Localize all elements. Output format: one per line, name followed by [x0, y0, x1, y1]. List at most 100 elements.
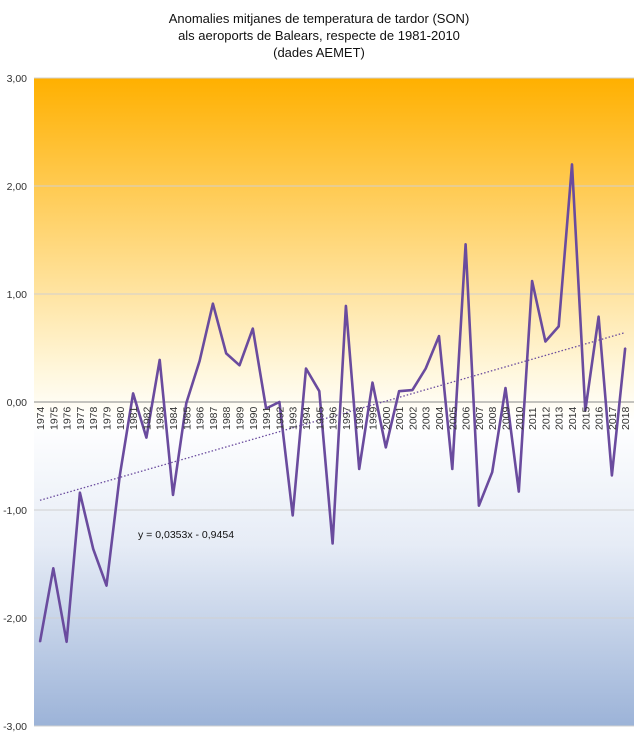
x-tick-label: 2016	[594, 406, 606, 430]
x-tick-label: 1980	[115, 406, 127, 430]
x-tick-label: 1987	[208, 406, 220, 430]
data-point	[331, 542, 334, 545]
x-tick-label: 1979	[102, 406, 114, 430]
y-tick-label: -3,00	[3, 721, 27, 733]
data-point	[385, 446, 387, 449]
y-axis-tick-labels: -3,00 -2,00 -1,00 0,00 1,00 2,00 3,00	[3, 73, 27, 733]
x-tick-label: 2006	[461, 406, 473, 430]
data-point	[105, 584, 108, 587]
data-point	[238, 364, 241, 367]
data-point	[571, 163, 573, 166]
data-point	[318, 390, 321, 393]
x-tick-label: 2007	[474, 406, 486, 430]
y-tick-label: 0,00	[7, 397, 28, 409]
x-tick-label: 1983	[155, 406, 167, 430]
x-tick-label: 1984	[168, 406, 180, 430]
x-tick-label: 2002	[407, 406, 419, 430]
data-point	[145, 436, 148, 439]
x-tick-label: 1999	[368, 406, 380, 430]
data-point	[92, 548, 94, 550]
x-axis-tick-labels: 1974 1975 1976 1977 1978 1979 1980 1981 1982 1983…	[35, 406, 632, 430]
data-point	[119, 474, 121, 477]
data-point	[79, 491, 81, 494]
data-point	[39, 640, 41, 643]
data-point	[624, 347, 626, 349]
x-tick-label: 1993	[288, 406, 300, 430]
data-point	[584, 409, 587, 412]
x-tick-label: 2005	[447, 406, 459, 430]
data-point	[265, 407, 267, 410]
data-point	[611, 474, 613, 477]
y-tick-label: 1,00	[7, 289, 28, 301]
x-tick-label: 1976	[62, 406, 74, 430]
data-point	[464, 243, 467, 246]
y-tick-label: 2,00	[7, 181, 28, 193]
x-tick-label: 2017	[607, 406, 619, 430]
x-tick-label: 2003	[421, 406, 433, 430]
x-tick-label: 2015	[580, 406, 592, 430]
data-point	[225, 352, 227, 355]
data-point	[411, 389, 414, 391]
x-tick-label: 1977	[75, 406, 87, 430]
x-tick-label: 1982	[141, 406, 153, 430]
data-point	[491, 471, 494, 474]
x-tick-label: 2012	[540, 406, 552, 430]
x-tick-label: 1997	[341, 406, 353, 430]
data-point	[52, 567, 55, 570]
x-tick-label: 1990	[248, 406, 260, 430]
data-point	[557, 325, 560, 328]
data-point	[291, 514, 294, 517]
x-tick-label: 1986	[195, 406, 207, 430]
trendline-equation: y = 0,0353x - 0,9454	[138, 529, 234, 541]
x-tick-label: 2011	[527, 407, 539, 430]
data-point	[371, 381, 374, 384]
data-point	[132, 392, 134, 395]
x-tick-label: 1975	[48, 406, 60, 430]
data-point	[252, 327, 254, 330]
x-tick-label: 2008	[487, 406, 499, 430]
series-layer	[38, 163, 627, 644]
y-tick-label: 3,00	[7, 73, 28, 85]
data-point	[504, 387, 507, 389]
data-point	[185, 402, 188, 404]
data-point	[597, 315, 600, 318]
x-tick-label: 1978	[88, 406, 100, 430]
x-tick-label: 2009	[501, 406, 513, 430]
chart-title-line-3: (dades AEMET)	[273, 45, 365, 60]
data-point	[172, 494, 174, 496]
data-point	[278, 401, 281, 403]
x-tick-label: 1985	[181, 406, 193, 430]
x-tick-label: 2014	[567, 406, 579, 430]
x-tick-label: 1981	[128, 406, 140, 430]
x-tick-label: 2000	[381, 406, 393, 430]
y-tick-label: -1,00	[3, 505, 27, 517]
x-tick-label: 1996	[328, 406, 340, 430]
data-point	[198, 360, 201, 362]
x-tick-label: 2013	[554, 406, 566, 430]
x-tick-label: 1994	[301, 406, 313, 430]
x-tick-label: 1991	[261, 406, 273, 430]
x-tick-label: 1988	[221, 406, 233, 430]
data-point	[158, 359, 161, 361]
data-point	[305, 367, 307, 370]
data-point	[451, 468, 454, 470]
data-point	[544, 340, 547, 343]
x-tick-label: 2010	[514, 406, 526, 430]
data-point	[345, 305, 347, 307]
data-point	[531, 280, 533, 282]
chart-title-line-2: als aeroports de Balears, respecte de 19…	[178, 28, 460, 43]
x-tick-label: 1995	[314, 406, 326, 430]
data-point	[438, 335, 440, 337]
x-tick-label: 2004	[434, 406, 446, 430]
x-tick-label: 1998	[354, 406, 366, 430]
data-point	[65, 640, 68, 643]
chart-title: Anomalies mitjanes de temperatura de tar…	[0, 10, 638, 61]
data-point	[358, 468, 361, 470]
data-point	[424, 367, 427, 370]
x-tick-label: 2018	[620, 406, 632, 430]
x-tick-label: 1989	[235, 406, 247, 430]
x-tick-label: 1974	[35, 406, 47, 430]
x-tick-label: 1992	[274, 406, 286, 430]
data-point	[398, 390, 400, 393]
data-point	[518, 490, 520, 493]
